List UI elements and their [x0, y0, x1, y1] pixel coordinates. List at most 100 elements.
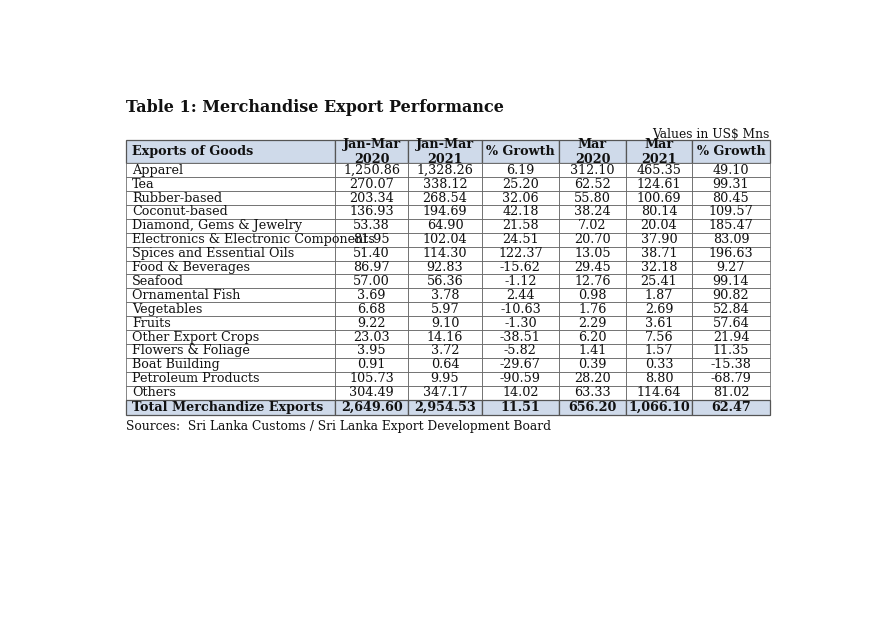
Bar — [559, 302, 626, 316]
Text: -10.63: -10.63 — [500, 303, 541, 316]
Bar — [692, 330, 770, 344]
Bar — [481, 386, 559, 399]
Text: 25.41: 25.41 — [641, 275, 677, 288]
Text: Flowers & Foliage: Flowers & Foliage — [132, 345, 250, 357]
Bar — [126, 288, 335, 302]
Bar — [408, 163, 481, 177]
Bar — [626, 274, 692, 288]
Bar — [335, 191, 408, 205]
Text: 3.61: 3.61 — [645, 316, 673, 330]
Bar — [559, 163, 626, 177]
Bar — [481, 219, 559, 233]
Bar — [335, 233, 408, 247]
Text: 185.47: 185.47 — [709, 219, 753, 232]
Text: 99.31: 99.31 — [712, 177, 750, 191]
Bar — [692, 260, 770, 274]
Text: 32.06: 32.06 — [502, 191, 539, 205]
Bar — [481, 140, 559, 163]
Text: 63.33: 63.33 — [574, 386, 611, 399]
Bar — [692, 140, 770, 163]
Bar — [126, 191, 335, 205]
Text: 1.87: 1.87 — [645, 289, 673, 302]
Bar — [626, 205, 692, 219]
Text: 270.07: 270.07 — [350, 177, 394, 191]
Bar — [559, 399, 626, 415]
Bar — [481, 330, 559, 344]
Bar — [626, 288, 692, 302]
Text: 2.44: 2.44 — [506, 289, 535, 302]
Bar — [335, 260, 408, 274]
Text: 338.12: 338.12 — [423, 177, 467, 191]
Bar — [626, 399, 692, 415]
Bar — [692, 247, 770, 260]
Bar — [126, 233, 335, 247]
Text: 32.18: 32.18 — [641, 261, 677, 274]
Bar — [692, 344, 770, 358]
Text: 21.58: 21.58 — [502, 219, 539, 232]
Bar — [335, 344, 408, 358]
Text: Jan-Mar
2020: Jan-Mar 2020 — [342, 138, 401, 166]
Bar — [692, 399, 770, 415]
Text: Petroleum Products: Petroleum Products — [132, 372, 259, 385]
Bar — [126, 330, 335, 344]
Text: 52.84: 52.84 — [712, 303, 750, 316]
Bar — [626, 344, 692, 358]
Text: 49.10: 49.10 — [712, 164, 750, 177]
Bar — [626, 316, 692, 330]
Text: 80.45: 80.45 — [712, 191, 750, 205]
Bar — [335, 330, 408, 344]
Text: 102.04: 102.04 — [423, 234, 467, 246]
Bar — [481, 358, 559, 372]
Bar — [408, 219, 481, 233]
Bar — [559, 247, 626, 260]
Text: Total Merchandize Exports: Total Merchandize Exports — [132, 401, 323, 413]
Text: 1.41: 1.41 — [578, 345, 606, 357]
Text: Tea: Tea — [132, 177, 155, 191]
Text: 83.09: 83.09 — [712, 234, 750, 246]
Text: 1,328.26: 1,328.26 — [417, 164, 473, 177]
Text: % Growth: % Growth — [696, 145, 766, 158]
Bar — [626, 302, 692, 316]
Bar — [335, 219, 408, 233]
Text: 92.83: 92.83 — [427, 261, 464, 274]
Text: -90.59: -90.59 — [500, 372, 541, 385]
Text: 7.02: 7.02 — [578, 219, 607, 232]
Bar — [335, 386, 408, 399]
Text: 55.80: 55.80 — [574, 191, 611, 205]
Text: -68.79: -68.79 — [711, 372, 751, 385]
Bar — [408, 372, 481, 386]
Text: -1.30: -1.30 — [504, 316, 536, 330]
Bar — [692, 191, 770, 205]
Text: 20.70: 20.70 — [574, 234, 611, 246]
Bar — [559, 191, 626, 205]
Text: 105.73: 105.73 — [350, 372, 394, 385]
Bar — [126, 219, 335, 233]
Text: 100.69: 100.69 — [636, 191, 681, 205]
Bar — [481, 191, 559, 205]
Bar — [126, 302, 335, 316]
Bar — [126, 358, 335, 372]
Bar — [126, 316, 335, 330]
Bar — [481, 316, 559, 330]
Text: 3.78: 3.78 — [431, 289, 459, 302]
Bar — [559, 316, 626, 330]
Bar — [335, 274, 408, 288]
Bar — [126, 260, 335, 274]
Text: 268.54: 268.54 — [422, 191, 467, 205]
Text: 24.51: 24.51 — [502, 234, 539, 246]
Text: 13.05: 13.05 — [574, 247, 611, 260]
Text: Ornamental Fish: Ornamental Fish — [132, 289, 240, 302]
Text: 2.69: 2.69 — [645, 303, 673, 316]
Text: 56.36: 56.36 — [427, 275, 464, 288]
Bar — [335, 358, 408, 372]
Bar — [481, 163, 559, 177]
Bar — [335, 302, 408, 316]
Text: Jan-Mar
2021: Jan-Mar 2021 — [416, 138, 474, 166]
Bar — [335, 316, 408, 330]
Bar — [692, 358, 770, 372]
Bar — [626, 330, 692, 344]
Text: -1.12: -1.12 — [504, 275, 536, 288]
Bar — [408, 247, 481, 260]
Text: Table 1: Merchandise Export Performance: Table 1: Merchandise Export Performance — [126, 99, 504, 115]
Text: Seafood: Seafood — [132, 275, 184, 288]
